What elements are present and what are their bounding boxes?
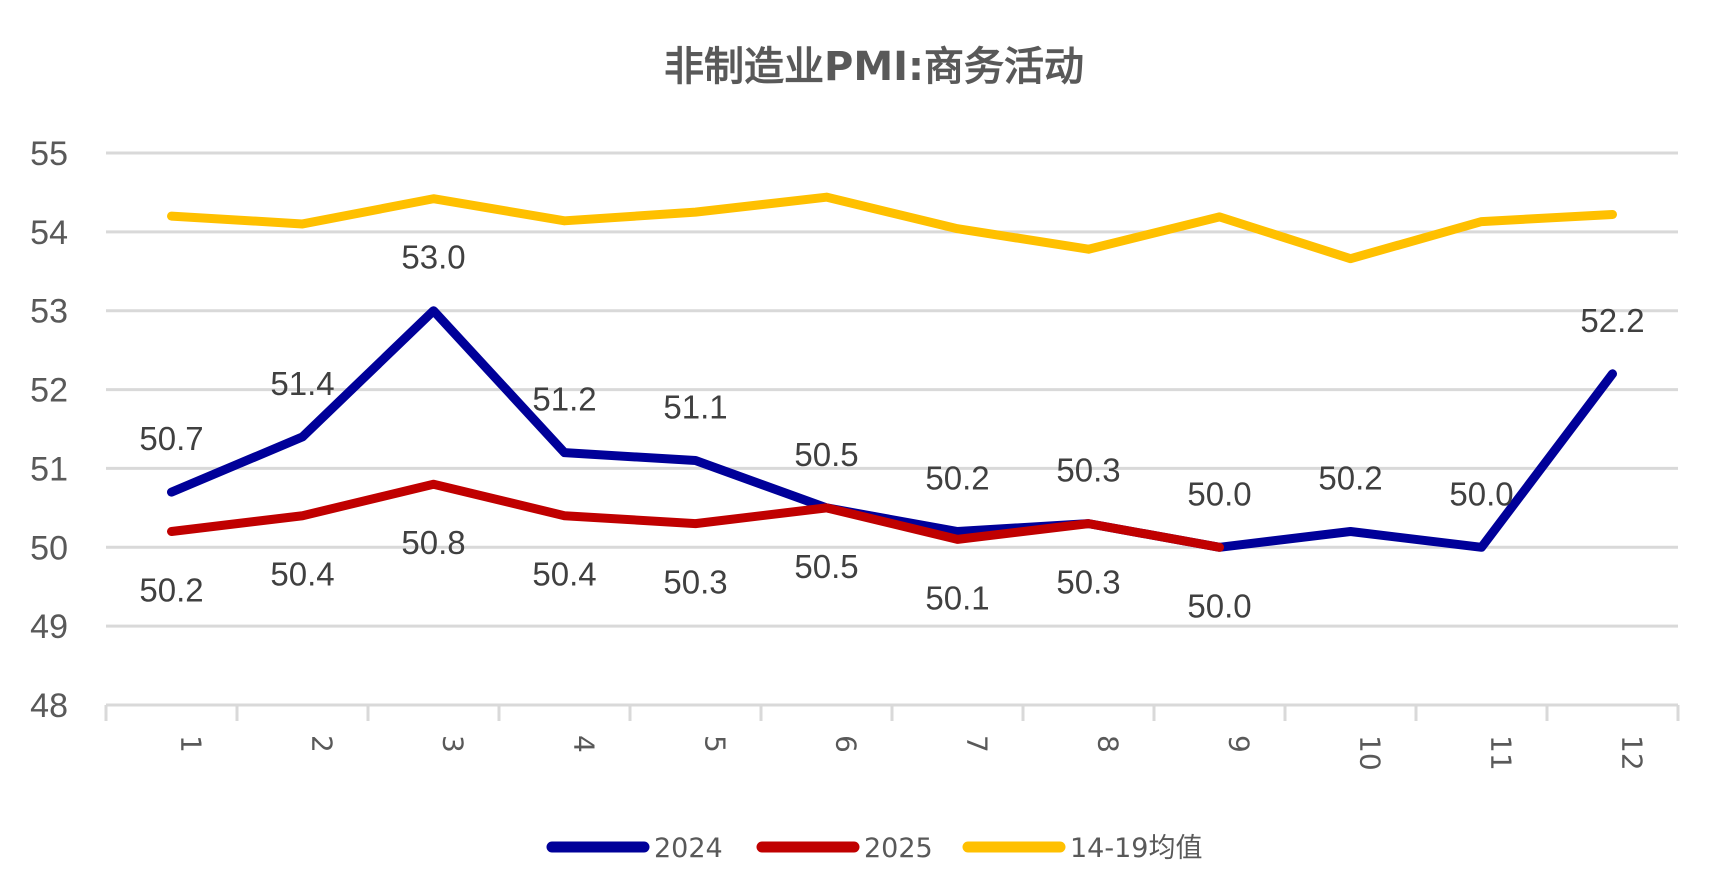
data-label: 50.2 [1318,460,1382,497]
chart-title: 非制造业PMI:商务活动 [664,44,1084,90]
data-label: 50.4 [532,556,596,593]
data-label: 50.0 [1449,475,1513,512]
x-axis: 1 2 3 4 5 6 7 8 9 10 11 12 [104,703,1680,771]
data-label: 51.1 [663,389,727,426]
data-label: 50.3 [1056,564,1120,601]
y-tick-label: 51 [30,450,68,488]
x-tick-label: 8 [1092,735,1125,753]
data-label: 50.2 [925,460,989,497]
data-label: 51.2 [532,381,596,418]
data-label: 53.0 [401,239,465,276]
y-tick-label: 55 [30,135,68,173]
series-line-2025 [167,479,1224,552]
legend-label: 2025 [864,833,933,864]
x-tick-label: 10 [1354,735,1387,771]
series-line-14-19均值 [167,192,1617,264]
y-tick-label: 48 [30,687,68,725]
x-tick-label: 11 [1485,735,1518,771]
y-axis-ticks: 48 49 50 51 52 53 54 55 [30,135,68,725]
legend-label: 2024 [654,833,723,864]
data-label: 50.1 [925,579,989,616]
x-tick-label: 1 [175,735,208,753]
data-label: 51.4 [270,365,334,402]
legend-label: 14-19均值 [1070,833,1202,864]
y-tick-label: 54 [30,214,68,252]
data-label: 50.4 [270,556,334,593]
x-tick-label: 12 [1616,735,1649,771]
x-tick-label: 4 [568,735,601,753]
data-label: 50.0 [1187,587,1251,624]
data-label: 50.0 [1187,475,1251,512]
x-tick-label: 2 [306,735,339,753]
y-tick-label: 49 [30,608,68,646]
legend: 2024 2025 14-19均值 [546,833,1202,864]
x-tick-label: 9 [1223,735,1256,753]
series-lines [167,192,1617,552]
data-labels: 50.7 51.4 53.0 51.2 51.1 50.5 50.2 50.3 50.0 50.2… [139,239,1644,625]
data-label: 50.3 [663,564,727,601]
data-label: 50.8 [401,524,465,561]
x-tick-label: 5 [699,735,732,753]
x-tick-label: 3 [437,735,470,753]
y-tick-label: 52 [30,372,68,410]
data-label: 50.3 [1056,452,1120,489]
data-label: 52.2 [1580,302,1644,339]
data-label: 50.5 [794,436,858,473]
y-tick-label: 50 [30,529,68,567]
y-tick-label: 53 [30,293,68,331]
x-tick-label: 6 [830,735,863,753]
series-line-2024 [167,306,1617,552]
data-label: 50.2 [139,572,203,609]
x-tick-label: 7 [961,735,994,753]
data-label: 50.5 [794,548,858,585]
gridlines [106,151,1678,628]
data-label: 50.7 [139,420,203,457]
